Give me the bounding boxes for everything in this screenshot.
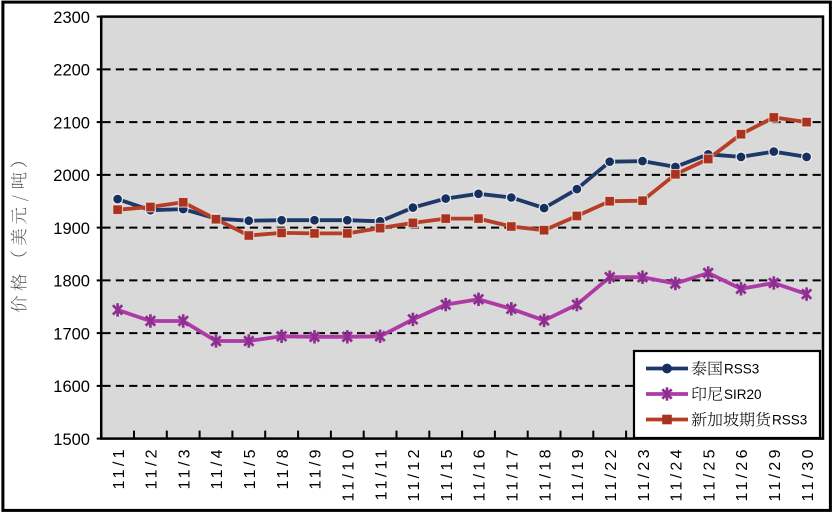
svg-text:11/26: 11/26 [734,446,751,501]
svg-text:11/5: 11/5 [242,446,259,489]
svg-text:11/22: 11/22 [603,446,620,501]
svg-text:11/3: 11/3 [176,446,193,489]
svg-text:11/30: 11/30 [800,446,817,501]
svg-text:11/18: 11/18 [537,446,554,501]
svg-text:11/8: 11/8 [275,446,292,489]
svg-text:2200: 2200 [53,62,90,80]
svg-text:11/11: 11/11 [373,446,390,500]
svg-text:11/19: 11/19 [570,446,587,501]
svg-text:11/9: 11/9 [308,446,325,489]
svg-text:11/4: 11/4 [209,446,226,489]
svg-text:11/17: 11/17 [505,446,522,501]
svg-text:1800: 1800 [53,273,90,291]
svg-text:11/2: 11/2 [144,446,161,489]
svg-text:11/10: 11/10 [341,446,358,501]
svg-text:1500: 1500 [53,431,90,449]
svg-text:11/15: 11/15 [439,446,456,501]
svg-text:2100: 2100 [53,114,90,132]
svg-text:RSS3: RSS3 [772,413,807,428]
svg-text:11/1: 11/1 [111,446,128,489]
svg-text:1900: 1900 [53,220,90,238]
svg-text:2300: 2300 [53,9,90,27]
svg-text:11/23: 11/23 [636,446,653,501]
svg-text:SIR20: SIR20 [724,387,762,402]
svg-text:11/16: 11/16 [472,446,489,501]
svg-text:1700: 1700 [53,325,90,343]
svg-text:11/29: 11/29 [767,446,784,501]
svg-text:RSS3: RSS3 [724,362,759,377]
svg-text:1600: 1600 [53,378,90,396]
svg-text:11/25: 11/25 [701,446,718,501]
svg-text:11/12: 11/12 [406,446,423,501]
svg-text:2000: 2000 [53,167,90,185]
svg-text:11/24: 11/24 [669,446,686,501]
